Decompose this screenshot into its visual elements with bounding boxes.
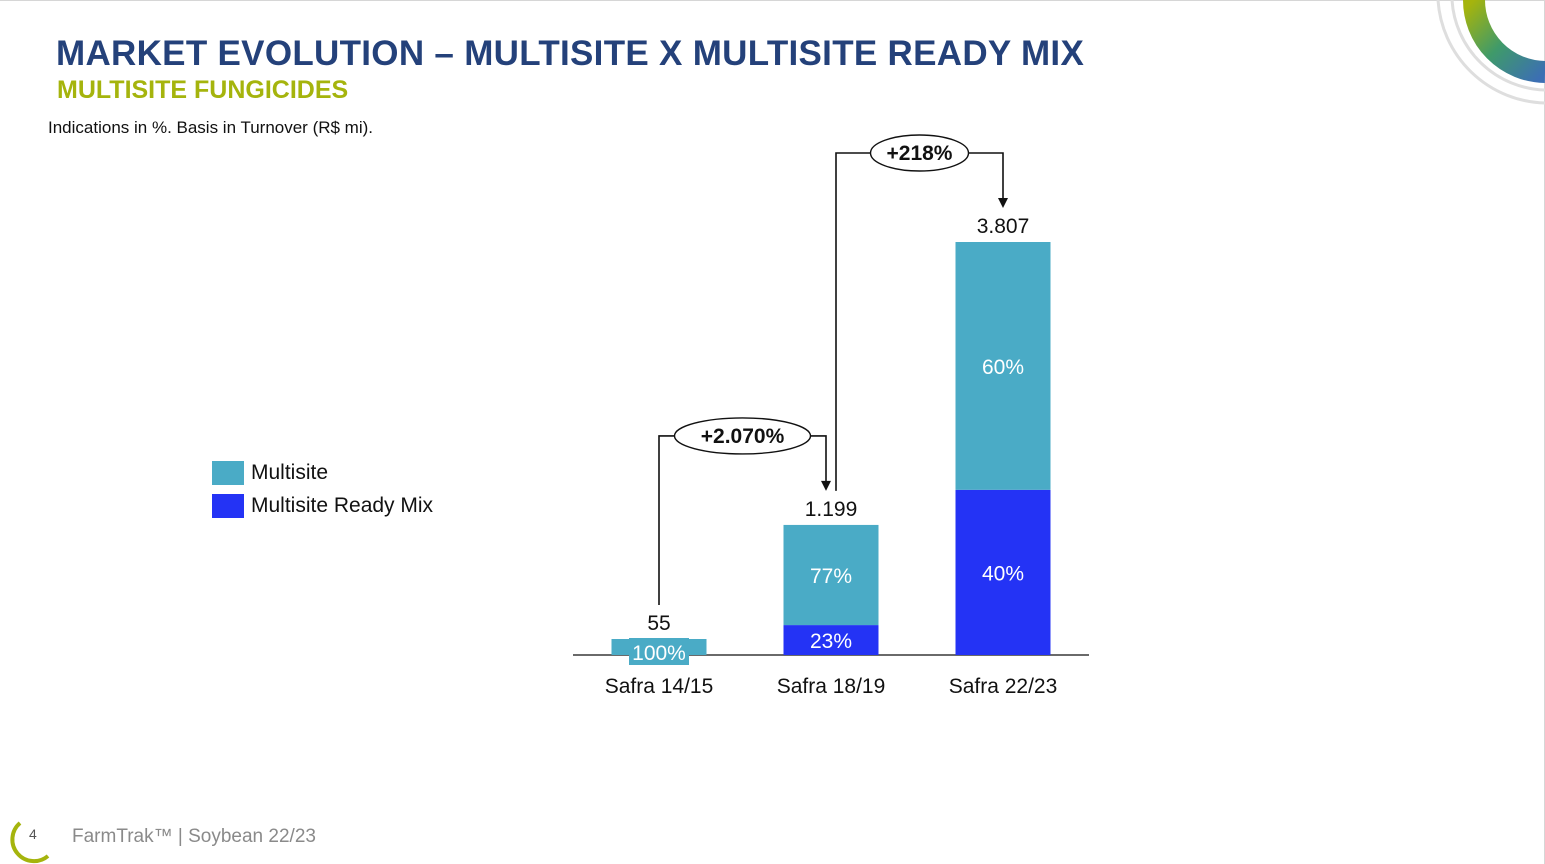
page-number: 4 — [29, 826, 37, 842]
growth-bubble — [869, 134, 970, 172]
bar-total-label: 1.199 — [805, 498, 858, 521]
corner-arc-color — [1463, 0, 1545, 83]
growth-connector — [835, 152, 1004, 491]
footer-text: FarmTrak™ | Soybean 22/23 — [72, 826, 316, 847]
category-tick-label: Safra 14/15 — [605, 675, 714, 698]
bar-segment-label: 40% — [982, 562, 1024, 585]
legend-label-multisite: Multisite — [251, 460, 329, 484]
growth-label: +2.070% — [701, 425, 785, 448]
bar-segment-label: 77% — [810, 565, 852, 588]
bar-segment — [783, 625, 879, 655]
legend-item-multisite: Multisite — [212, 456, 433, 489]
bar-label-box — [629, 638, 689, 665]
legend-item-ready-mix: Multisite Ready Mix — [212, 489, 433, 522]
bar-total-label: 55 — [647, 612, 670, 635]
corner-arc-mid — [1450, 0, 1545, 92]
legend-swatch-multisite — [212, 460, 244, 485]
bar-segment — [783, 524, 879, 626]
category-tick-label: Safra 18/19 — [777, 675, 886, 698]
page-title: MARKET EVOLUTION – MULTISITE X MULTISITE… — [56, 34, 1085, 73]
corner-arc-outer — [1436, 0, 1545, 105]
legend: Multisite Multisite Ready Mix — [212, 456, 433, 522]
page-subtitle: MULTISITE FUNGICIDES — [57, 76, 349, 104]
basis-note: Indications in %. Basis in Turnover (R$ … — [48, 118, 374, 137]
bar-total-label: 3.807 — [977, 215, 1030, 238]
bar-segment-label: 23% — [810, 630, 852, 653]
growth-arrowhead — [821, 480, 831, 491]
top-rule — [0, 0, 1545, 1]
growth-arrowhead — [998, 198, 1008, 208]
legend-label-ready-mix: Multisite Ready Mix — [251, 493, 434, 517]
bar-segment-label: 100% — [632, 642, 686, 665]
growth-label: +218% — [887, 142, 953, 165]
legend-swatch-ready-mix — [212, 493, 244, 518]
footer-arc-icon — [10, 821, 50, 864]
bar-segment-label: 60% — [982, 356, 1024, 379]
growth-bubble — [673, 417, 812, 455]
category-tick-label: Safra 22/23 — [949, 675, 1058, 698]
bar-segment — [955, 242, 1051, 490]
growth-connector — [658, 435, 827, 605]
bar-segment — [955, 489, 1051, 655]
